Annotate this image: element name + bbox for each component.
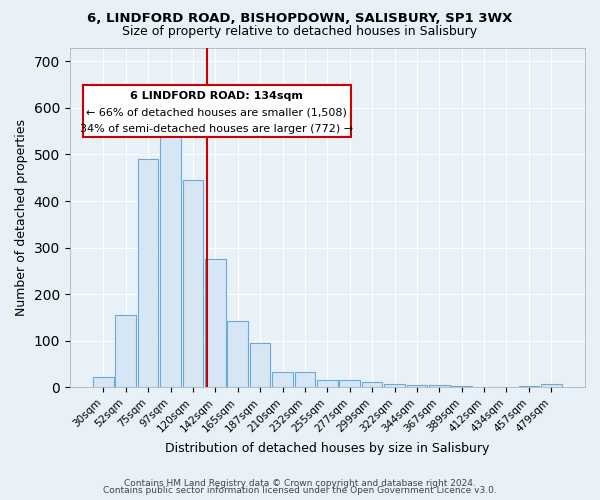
FancyBboxPatch shape [83, 85, 350, 138]
Text: Contains HM Land Registry data © Crown copyright and database right 2024.: Contains HM Land Registry data © Crown c… [124, 478, 476, 488]
Bar [317, 380, 338, 387]
Bar [250, 343, 271, 387]
Bar [182, 180, 203, 387]
Bar [160, 122, 181, 387]
Bar [541, 384, 562, 387]
Bar [295, 372, 315, 387]
Text: Size of property relative to detached houses in Salisbury: Size of property relative to detached ho… [122, 25, 478, 38]
Text: 34% of semi-detached houses are larger (772) →: 34% of semi-detached houses are larger (… [80, 124, 353, 134]
Bar [115, 315, 136, 387]
Y-axis label: Number of detached properties: Number of detached properties [15, 119, 28, 316]
Bar [407, 385, 427, 387]
Text: 6 LINDFORD ROAD: 134sqm: 6 LINDFORD ROAD: 134sqm [130, 92, 303, 102]
Bar [227, 320, 248, 387]
Text: 6, LINDFORD ROAD, BISHOPDOWN, SALISBURY, SP1 3WX: 6, LINDFORD ROAD, BISHOPDOWN, SALISBURY,… [88, 12, 512, 26]
Bar [340, 380, 360, 387]
Bar [93, 377, 113, 387]
Bar [138, 159, 158, 387]
Bar [272, 372, 293, 387]
Bar [362, 382, 382, 387]
Text: Contains public sector information licensed under the Open Government Licence v3: Contains public sector information licen… [103, 486, 497, 495]
Bar [518, 386, 539, 387]
Bar [384, 384, 405, 387]
Bar [205, 259, 226, 387]
Bar [429, 385, 449, 387]
Bar [451, 386, 472, 387]
X-axis label: Distribution of detached houses by size in Salisbury: Distribution of detached houses by size … [165, 442, 490, 455]
Text: ← 66% of detached houses are smaller (1,508): ← 66% of detached houses are smaller (1,… [86, 107, 347, 117]
